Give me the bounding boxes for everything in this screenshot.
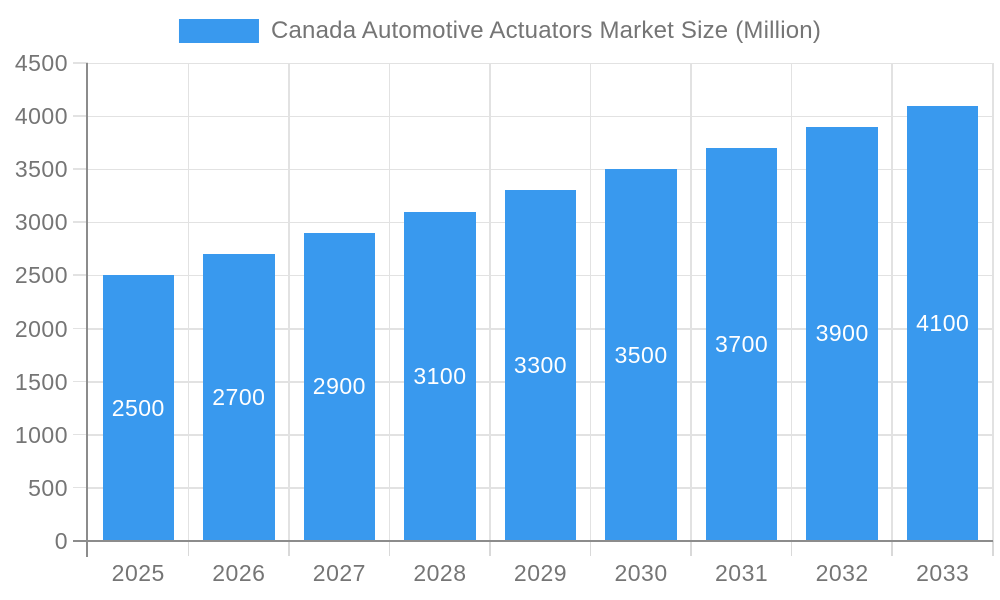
y-axis-label: 4500 <box>14 50 68 76</box>
gridline-vertical <box>288 63 290 541</box>
gridline-vertical <box>388 63 391 541</box>
bar-value-label: 3900 <box>815 320 869 347</box>
x-axis-tick <box>589 541 592 556</box>
bar[interactable]: 3500 <box>605 169 677 541</box>
gridline-vertical <box>489 63 491 541</box>
y-axis-tick <box>73 433 88 436</box>
y-axis-label: 3500 <box>14 156 68 183</box>
bar-value-label: 3300 <box>513 352 568 379</box>
y-axis-tick <box>73 327 88 330</box>
x-axis-tick <box>891 541 893 556</box>
y-axis-tick <box>73 380 88 383</box>
y-axis-label: 500 <box>28 474 68 501</box>
legend-label: Canada Automotive Actuators Market Size … <box>270 17 822 44</box>
bar[interactable]: 3700 <box>705 147 778 541</box>
x-axis-label: 2033 <box>916 560 970 586</box>
y-axis-tick <box>73 168 88 170</box>
x-axis-label: 2032 <box>815 560 869 586</box>
gridline-horizontal <box>88 62 993 64</box>
bar[interactable]: 3300 <box>504 190 577 541</box>
bar-value-label: 2900 <box>312 373 366 400</box>
x-axis-label: 2027 <box>312 560 366 586</box>
y-axis-label: 4000 <box>14 103 68 130</box>
legend-swatch[interactable] <box>178 19 259 43</box>
x-axis-tick <box>489 541 491 556</box>
gridline-vertical <box>187 63 190 541</box>
x-axis-label: 2031 <box>715 560 769 586</box>
x-axis-tick <box>790 541 793 556</box>
y-axis-label: 2500 <box>14 262 68 289</box>
y-axis-line <box>86 63 88 557</box>
x-axis-tick <box>992 541 994 556</box>
plot-area: 2500 2700 2900 3100 3300 3500 3700 3900 4100 <box>88 62 994 541</box>
bar[interactable]: 2500 <box>102 275 174 541</box>
x-axis-tick <box>187 541 190 556</box>
x-axis-tick <box>690 541 692 556</box>
x-axis-label: 2028 <box>413 560 467 586</box>
x-axis-label: 2026 <box>212 560 266 586</box>
gridline-vertical <box>790 63 793 541</box>
bar[interactable]: 2900 <box>303 232 376 541</box>
x-axis-label: 2025 <box>111 560 165 586</box>
y-axis-label: 2000 <box>14 315 68 342</box>
y-axis-tick <box>73 486 88 489</box>
x-axis-tick <box>288 541 290 556</box>
bar[interactable]: 4100 <box>907 105 979 541</box>
bar[interactable]: 2700 <box>203 254 275 541</box>
bar-value-label: 4100 <box>916 309 970 336</box>
x-axis-label: 2030 <box>614 560 668 586</box>
bar[interactable]: 3900 <box>806 126 878 541</box>
legend[interactable]: Canada Automotive Actuators Market Size … <box>178 17 822 45</box>
gridline-vertical <box>589 63 592 541</box>
x-axis-label: 2029 <box>513 560 568 586</box>
bar-value-label: 3500 <box>614 341 668 368</box>
y-axis-label: 0 <box>54 528 68 554</box>
bar-value-label: 3700 <box>715 330 769 357</box>
y-axis-label: 3000 <box>14 209 68 236</box>
gridline-vertical <box>891 63 893 541</box>
x-axis-line <box>73 540 993 542</box>
bar-value-label: 2700 <box>212 384 266 411</box>
y-axis-tick <box>73 221 88 223</box>
bar-value-label: 3100 <box>413 362 467 389</box>
gridline-vertical <box>992 63 994 541</box>
bar[interactable]: 3100 <box>404 211 476 541</box>
y-axis-tick <box>73 274 88 276</box>
y-axis-tick <box>73 115 88 117</box>
gridline-horizontal <box>88 115 993 118</box>
y-axis-label: 1500 <box>14 368 68 395</box>
x-axis-tick <box>388 541 391 556</box>
gridline-horizontal <box>88 168 993 171</box>
gridline-vertical <box>690 63 692 541</box>
y-axis-label: 1000 <box>14 421 68 448</box>
y-axis-tick <box>73 62 88 64</box>
bar-value-label: 2500 <box>111 394 165 421</box>
